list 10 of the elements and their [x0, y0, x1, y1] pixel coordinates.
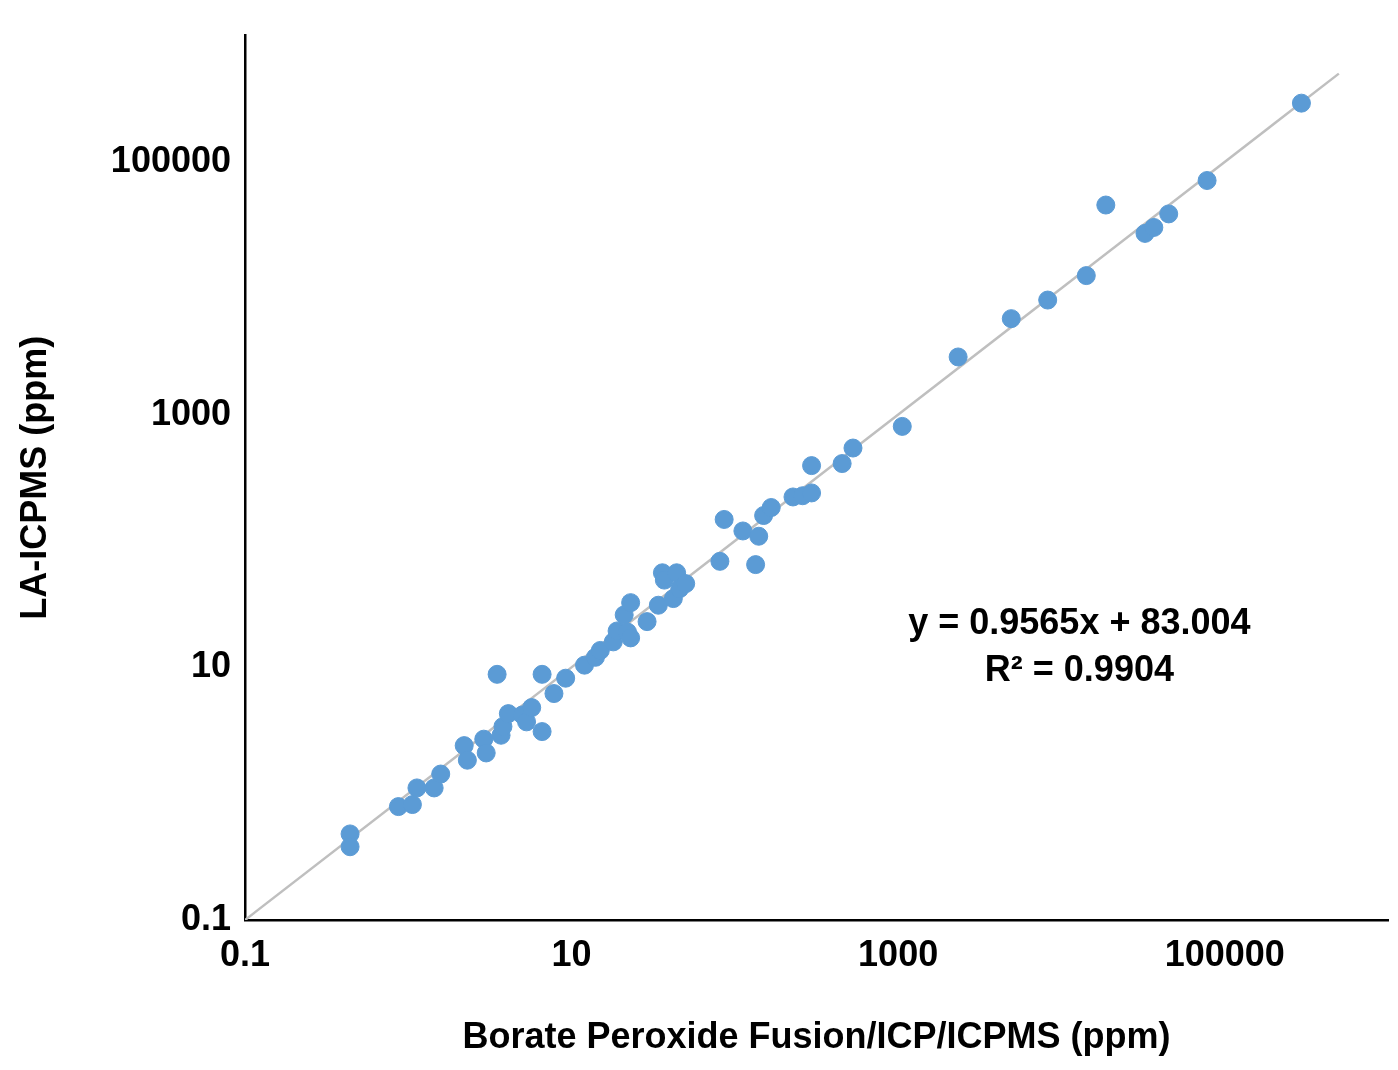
y-tick-label: 10	[190, 644, 231, 686]
annotation: y = 0.9565x + 83.004	[908, 600, 1251, 642]
x-tick-label: 10	[551, 932, 592, 974]
y-axis-title: LA-ICPMS (ppm)	[12, 335, 54, 620]
y-tick-label: 1000	[150, 391, 231, 433]
x-tick-label: 100000	[1164, 932, 1285, 974]
x-tick-label: 1000	[858, 932, 939, 974]
annotation: R² = 0.9904	[984, 647, 1174, 689]
x-axis-title: Borate Peroxide Fusion/ICP/ICPMS (ppm)	[462, 1015, 1171, 1057]
y-tick-label: 100000	[110, 138, 231, 180]
